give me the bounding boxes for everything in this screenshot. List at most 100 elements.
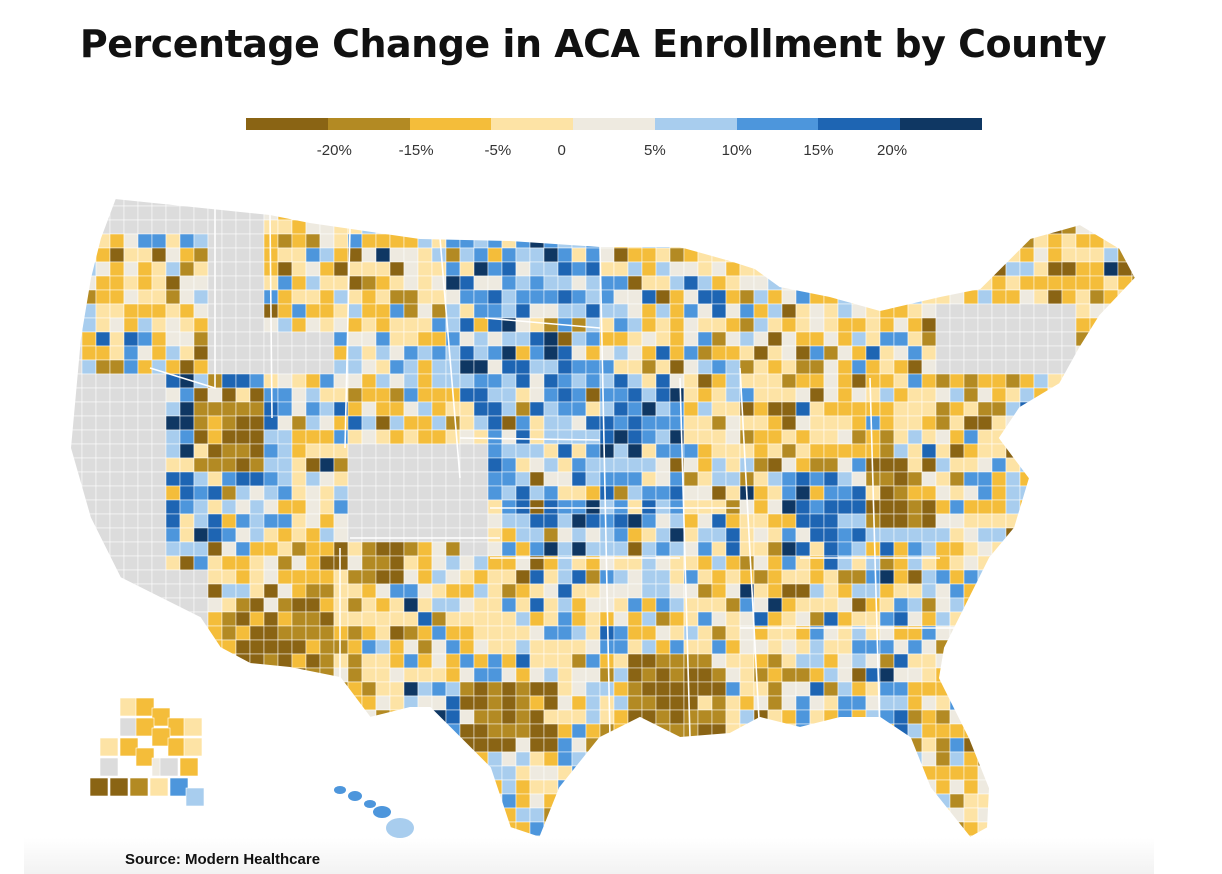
county-cell[interactable] bbox=[459, 779, 475, 795]
county-cell[interactable] bbox=[1019, 611, 1035, 627]
county-cell[interactable] bbox=[613, 821, 629, 837]
county-cell[interactable] bbox=[641, 513, 657, 529]
county-cell[interactable] bbox=[68, 807, 83, 823]
county-cell[interactable] bbox=[109, 681, 125, 697]
county-cell[interactable] bbox=[459, 709, 475, 725]
county-cell[interactable] bbox=[781, 583, 797, 599]
county-cell[interactable] bbox=[403, 359, 419, 375]
county-cell[interactable] bbox=[305, 541, 321, 557]
county-cell[interactable] bbox=[949, 765, 965, 781]
county-cell[interactable] bbox=[319, 373, 335, 389]
county-cell[interactable] bbox=[865, 541, 881, 557]
county-cell[interactable] bbox=[1033, 779, 1049, 795]
county-cell[interactable] bbox=[501, 597, 517, 613]
county-cell[interactable] bbox=[263, 625, 279, 641]
county-cell[interactable] bbox=[977, 807, 993, 823]
county-cell[interactable] bbox=[600, 178, 614, 192]
county-cell[interactable] bbox=[291, 681, 307, 697]
county-cell[interactable] bbox=[641, 597, 657, 613]
county-cell[interactable] bbox=[333, 443, 349, 459]
county-cell[interactable] bbox=[1061, 807, 1077, 823]
county-cell[interactable] bbox=[95, 192, 111, 207]
county-cell[interactable] bbox=[963, 429, 979, 445]
county-cell[interactable] bbox=[515, 429, 531, 445]
county-cell[interactable] bbox=[193, 597, 209, 613]
county-cell[interactable] bbox=[753, 499, 769, 515]
county-cell[interactable] bbox=[54, 234, 68, 248]
county-cell[interactable] bbox=[851, 653, 867, 669]
county-cell[interactable] bbox=[109, 275, 125, 291]
county-cell[interactable] bbox=[837, 779, 853, 795]
county-cell[interactable] bbox=[613, 205, 629, 221]
county-cell[interactable] bbox=[683, 359, 699, 375]
county-cell[interactable] bbox=[1089, 709, 1105, 725]
county-cell[interactable] bbox=[165, 233, 181, 249]
county-cell[interactable] bbox=[95, 373, 111, 389]
county-cell[interactable] bbox=[347, 807, 363, 823]
county-cell[interactable] bbox=[137, 639, 153, 655]
county-cell[interactable] bbox=[40, 766, 54, 780]
county-cell[interactable] bbox=[795, 639, 811, 655]
county-cell[interactable] bbox=[1047, 583, 1063, 599]
county-cell[interactable] bbox=[921, 373, 937, 389]
county-cell[interactable] bbox=[949, 653, 965, 669]
county-cell[interactable] bbox=[627, 205, 643, 221]
county-cell[interactable] bbox=[963, 779, 979, 795]
county-cell[interactable] bbox=[543, 415, 559, 431]
county-cell[interactable] bbox=[165, 443, 181, 459]
county-cell[interactable] bbox=[319, 275, 335, 291]
county-cell[interactable] bbox=[68, 779, 83, 795]
county-cell[interactable] bbox=[697, 695, 713, 711]
county-cell[interactable] bbox=[1160, 276, 1170, 290]
county-cell[interactable] bbox=[1005, 723, 1021, 739]
county-cell[interactable] bbox=[54, 206, 68, 220]
county-cell[interactable] bbox=[767, 359, 783, 375]
county-cell[interactable] bbox=[305, 233, 321, 249]
county-cell[interactable] bbox=[711, 751, 727, 767]
county-cell[interactable] bbox=[725, 387, 741, 403]
county-cell[interactable] bbox=[851, 415, 867, 431]
county-cell[interactable] bbox=[459, 415, 475, 431]
county-cell[interactable] bbox=[459, 527, 475, 543]
county-cell[interactable] bbox=[333, 653, 349, 669]
county-cell[interactable] bbox=[1075, 513, 1091, 529]
county-cell[interactable] bbox=[473, 695, 489, 711]
county-cell[interactable] bbox=[431, 611, 447, 627]
county-cell[interactable] bbox=[571, 205, 587, 221]
county-cell[interactable] bbox=[977, 709, 993, 725]
county-cell[interactable] bbox=[641, 751, 657, 767]
county-cell[interactable] bbox=[1033, 429, 1049, 445]
county-cell[interactable] bbox=[585, 331, 601, 347]
county-cell[interactable] bbox=[221, 541, 237, 557]
county-cell[interactable] bbox=[417, 387, 433, 403]
county-cell[interactable] bbox=[1146, 374, 1160, 388]
county-cell[interactable] bbox=[361, 471, 377, 487]
county-cell[interactable] bbox=[1033, 513, 1049, 529]
county-cell[interactable] bbox=[123, 415, 139, 431]
county-cell[interactable] bbox=[95, 499, 111, 515]
county-cell[interactable] bbox=[725, 233, 741, 249]
county-cell[interactable] bbox=[837, 401, 853, 417]
county-cell[interactable] bbox=[95, 639, 111, 655]
county-cell[interactable] bbox=[221, 275, 237, 291]
county-cell[interactable] bbox=[81, 583, 97, 599]
county-cell[interactable] bbox=[249, 541, 265, 557]
county-cell[interactable] bbox=[949, 233, 965, 249]
county-cell[interactable] bbox=[459, 233, 475, 249]
county-cell[interactable] bbox=[361, 667, 377, 683]
county-cell[interactable] bbox=[515, 192, 531, 207]
county-cell[interactable] bbox=[473, 807, 489, 823]
county-cell[interactable] bbox=[767, 723, 783, 739]
county-cell[interactable] bbox=[221, 625, 237, 641]
county-cell[interactable] bbox=[767, 233, 783, 249]
alaska-borough[interactable] bbox=[135, 717, 155, 737]
county-cell[interactable] bbox=[1061, 205, 1077, 221]
county-cell[interactable] bbox=[347, 765, 363, 781]
county-cell[interactable] bbox=[907, 793, 923, 809]
county-cell[interactable] bbox=[263, 485, 279, 501]
county-cell[interactable] bbox=[725, 261, 741, 277]
county-cell[interactable] bbox=[725, 807, 741, 823]
county-cell[interactable] bbox=[1117, 317, 1133, 333]
county-cell[interactable] bbox=[95, 471, 111, 487]
county-cell[interactable] bbox=[137, 415, 153, 431]
